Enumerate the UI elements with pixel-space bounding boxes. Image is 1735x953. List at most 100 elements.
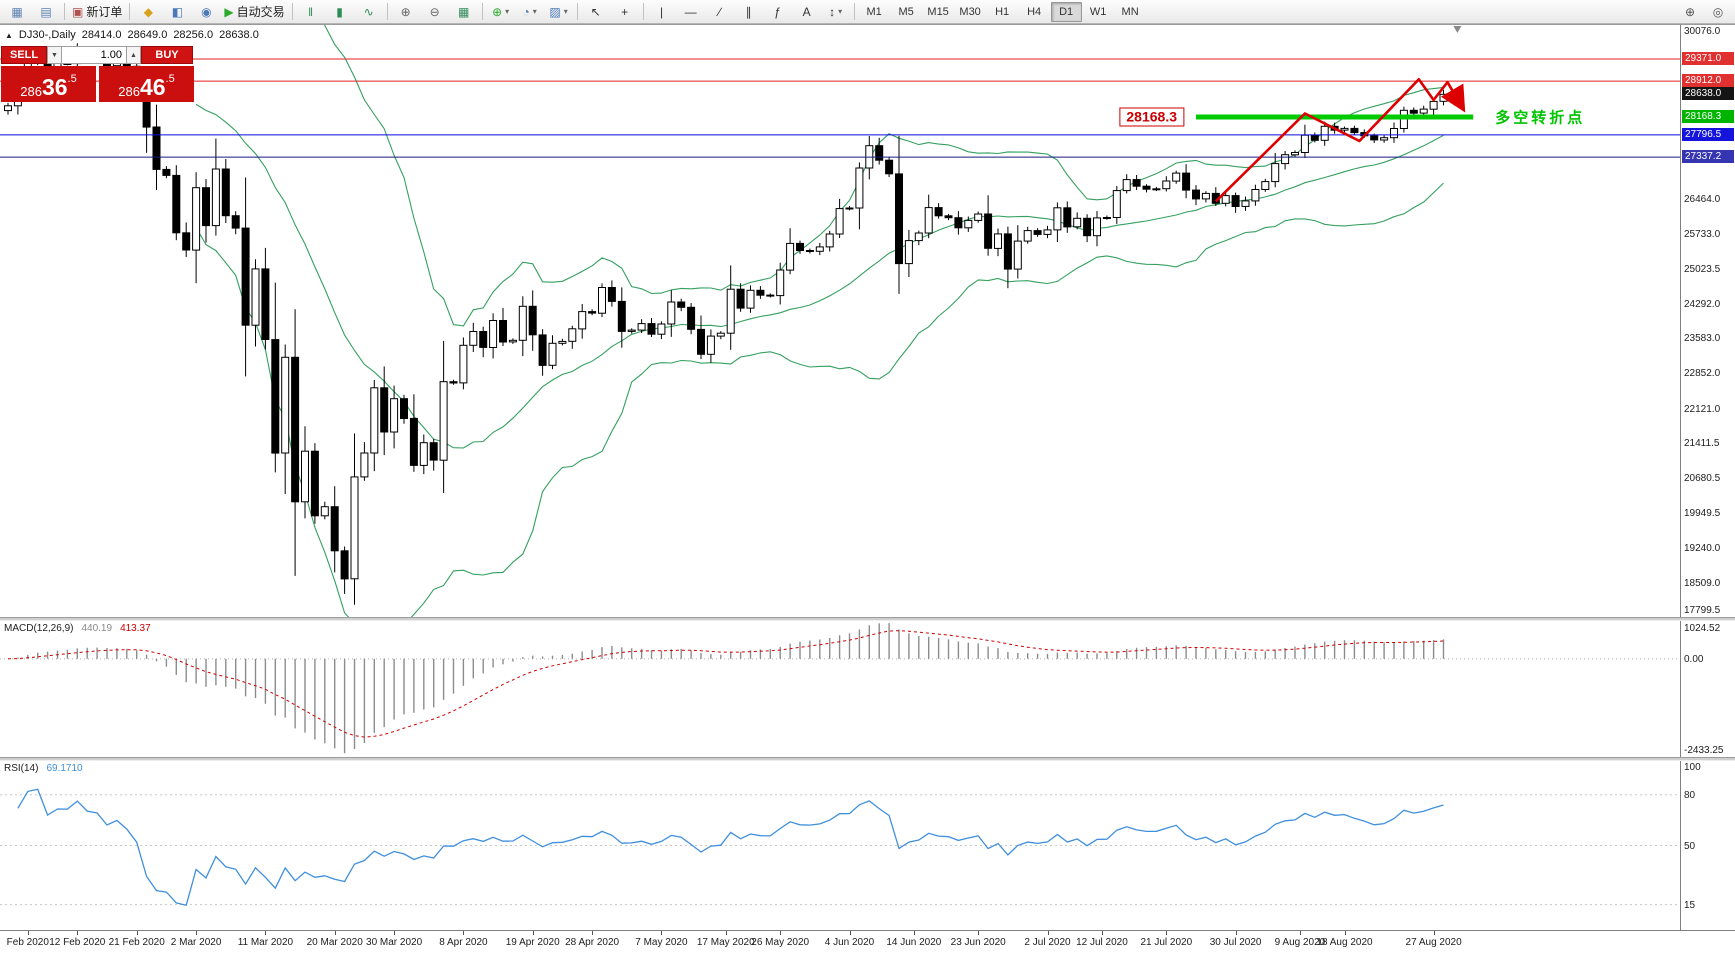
buy-button[interactable]: BUY: [141, 46, 193, 64]
rsi-axis[interactable]: 100805015: [1680, 761, 1735, 930]
date-tick: [394, 931, 395, 935]
date-label: 2 Jul 2020: [1024, 937, 1070, 948]
main-chart-svg: [0, 25, 1680, 617]
volume-input[interactable]: [62, 46, 126, 64]
date-label: 20 Mar 2020: [307, 937, 363, 948]
toolbar-separator: [129, 3, 130, 20]
arrows-tool-icon: ↕: [829, 5, 835, 19]
text-icon[interactable]: A: [793, 1, 821, 23]
price-tick-label: 30076.0: [1684, 26, 1720, 37]
new-chart-icon[interactable]: ▦: [3, 1, 31, 23]
price-tick-label: 18509.0: [1684, 578, 1720, 589]
bar-chart-mode-icon[interactable]: ‖: [297, 1, 325, 23]
date-tick: [1166, 931, 1167, 935]
tab-timeframe-W1[interactable]: W1: [1083, 2, 1114, 22]
one-click-toggle-icon[interactable]: ▲: [5, 31, 13, 40]
price-badge: 27796.5: [1682, 128, 1734, 141]
text-icon: A: [803, 5, 811, 19]
chart-window: ▲ DJ30-,Daily 28414.0 28649.0 28256.0 28…: [0, 24, 1735, 953]
sell-button[interactable]: SELL: [1, 46, 47, 64]
volume-down-button[interactable]: ▼: [47, 46, 62, 64]
zoom-in-icon[interactable]: ⊕: [392, 1, 420, 23]
search-icon[interactable]: ◎: [1704, 1, 1732, 23]
date-tick: [77, 931, 78, 935]
price-axis[interactable]: 30076.026464.025733.025023.524292.023583…: [1680, 25, 1735, 617]
symbol-title: DJ30-,Daily: [19, 29, 76, 41]
line-chart-mode-icon[interactable]: ∿: [355, 1, 383, 23]
tab-timeframe-M1[interactable]: M1: [859, 2, 890, 22]
tab-timeframe-MN[interactable]: MN: [1115, 2, 1146, 22]
tab-timeframe-M30[interactable]: M30: [955, 2, 986, 22]
trendline-icon[interactable]: ∕: [706, 1, 734, 23]
date-label: 8 Apr 2020: [439, 937, 487, 948]
support-level-annotation[interactable]: 28168.3: [1119, 107, 1184, 126]
main-chart-canvas[interactable]: ▲ DJ30-,Daily 28414.0 28649.0 28256.0 28…: [0, 25, 1680, 617]
candlestick-mode-icon[interactable]: ▮: [326, 1, 354, 23]
date-label: 17 May 2020: [697, 937, 755, 948]
channel-icon[interactable]: ∥: [735, 1, 763, 23]
market-watch-icon: ◆: [144, 5, 153, 19]
cursor-icon[interactable]: ↖: [582, 1, 610, 23]
fibonacci-icon: ƒ: [774, 5, 781, 19]
horizontal-line-icon[interactable]: ―: [677, 1, 705, 23]
turning-point-note[interactable]: 多空转折点: [1495, 106, 1585, 127]
date-label: 21 Jul 2020: [1140, 937, 1192, 948]
date-label: 11 Mar 2020: [238, 937, 293, 948]
market-watch-icon[interactable]: ◆: [134, 1, 162, 23]
price-tick-label: 19949.5: [1684, 508, 1720, 519]
macd-name: MACD(12,26,9): [4, 623, 73, 634]
crosshair-icon[interactable]: +: [611, 1, 639, 23]
tab-timeframe-D1[interactable]: D1: [1051, 2, 1082, 22]
time-axis[interactable]: Feb 202012 Feb 202021 Feb 20202 Mar 2020…: [0, 930, 1735, 953]
price-tick-label: 25023.5: [1684, 264, 1720, 275]
volume-up-button[interactable]: ▲: [126, 46, 141, 64]
templates-button: ▨: [549, 5, 560, 19]
macd-tick-label: -2433.25: [1684, 745, 1723, 756]
data-window-icon[interactable]: ◧: [163, 1, 191, 23]
autotrading-button-label: 自动交易: [237, 3, 285, 20]
ohlc-high: 28649.0: [128, 29, 168, 41]
zoom-out-icon[interactable]: ⊖: [421, 1, 449, 23]
navigator-icon[interactable]: ◉: [192, 1, 220, 23]
one-click-trade-panel: SELL ▼ ▲ BUY 28636.5 28646.5: [1, 46, 198, 102]
new-order-button[interactable]: ▣新订单: [69, 1, 125, 23]
tab-timeframe-H1[interactable]: H1: [987, 2, 1018, 22]
sell-price[interactable]: 28636.5: [1, 66, 96, 102]
tab-timeframe-H4[interactable]: H4: [1019, 2, 1050, 22]
autotrading-button[interactable]: ▶自动交易: [221, 1, 287, 23]
search-plus-icon: ⊕: [1685, 5, 1695, 19]
toolbar-separator: [292, 3, 293, 20]
rsi-tick-label: 100: [1684, 762, 1701, 773]
macd-axis[interactable]: 1024.520.00-2433.25: [1680, 621, 1735, 757]
vertical-line-icon[interactable]: |: [648, 1, 676, 23]
crosshair-icon: +: [621, 5, 628, 19]
arrows-tool-icon[interactable]: ↕▾: [822, 1, 850, 23]
cursor-icon: ↖: [591, 5, 601, 19]
macd-tick-label: 1024.52: [1684, 623, 1720, 634]
price-tick-label: 22852.0: [1684, 368, 1720, 379]
rsi-canvas[interactable]: RSI(14) 69.1710: [0, 761, 1680, 930]
profiles-icon[interactable]: ▤: [32, 1, 60, 23]
date-label: 18 Aug 2020: [1316, 937, 1372, 948]
date-label: 26 May 2020: [751, 937, 809, 948]
date-label: 30 Jul 2020: [1210, 937, 1262, 948]
macd-canvas[interactable]: MACD(12,26,9) 440.19 413.37: [0, 621, 1680, 757]
channel-icon: ∥: [746, 5, 752, 19]
date-label: 28 Apr 2020: [565, 937, 619, 948]
fibonacci-icon[interactable]: ƒ: [764, 1, 792, 23]
buy-price[interactable]: 28646.5: [99, 66, 194, 102]
toolbar-separator: [64, 3, 65, 20]
periods-button[interactable]: ◔▾: [516, 1, 544, 23]
date-label: Feb 2020: [7, 937, 49, 948]
search-plus-icon[interactable]: ⊕: [1676, 1, 1704, 23]
tile-windows-icon[interactable]: ▦: [450, 1, 478, 23]
date-label: 21 Feb 2020: [109, 937, 165, 948]
templates-button[interactable]: ▨▾: [545, 1, 573, 23]
indicators-button[interactable]: ⊕▾: [487, 1, 515, 23]
rsi-tick-label: 80: [1684, 790, 1695, 801]
tab-timeframe-M15[interactable]: M15: [923, 2, 954, 22]
date-label: 12 Jul 2020: [1076, 937, 1128, 948]
sell-price-big: 36: [42, 77, 68, 99]
tab-timeframe-M5[interactable]: M5: [891, 2, 922, 22]
chevron-down-icon: ▾: [838, 7, 842, 16]
